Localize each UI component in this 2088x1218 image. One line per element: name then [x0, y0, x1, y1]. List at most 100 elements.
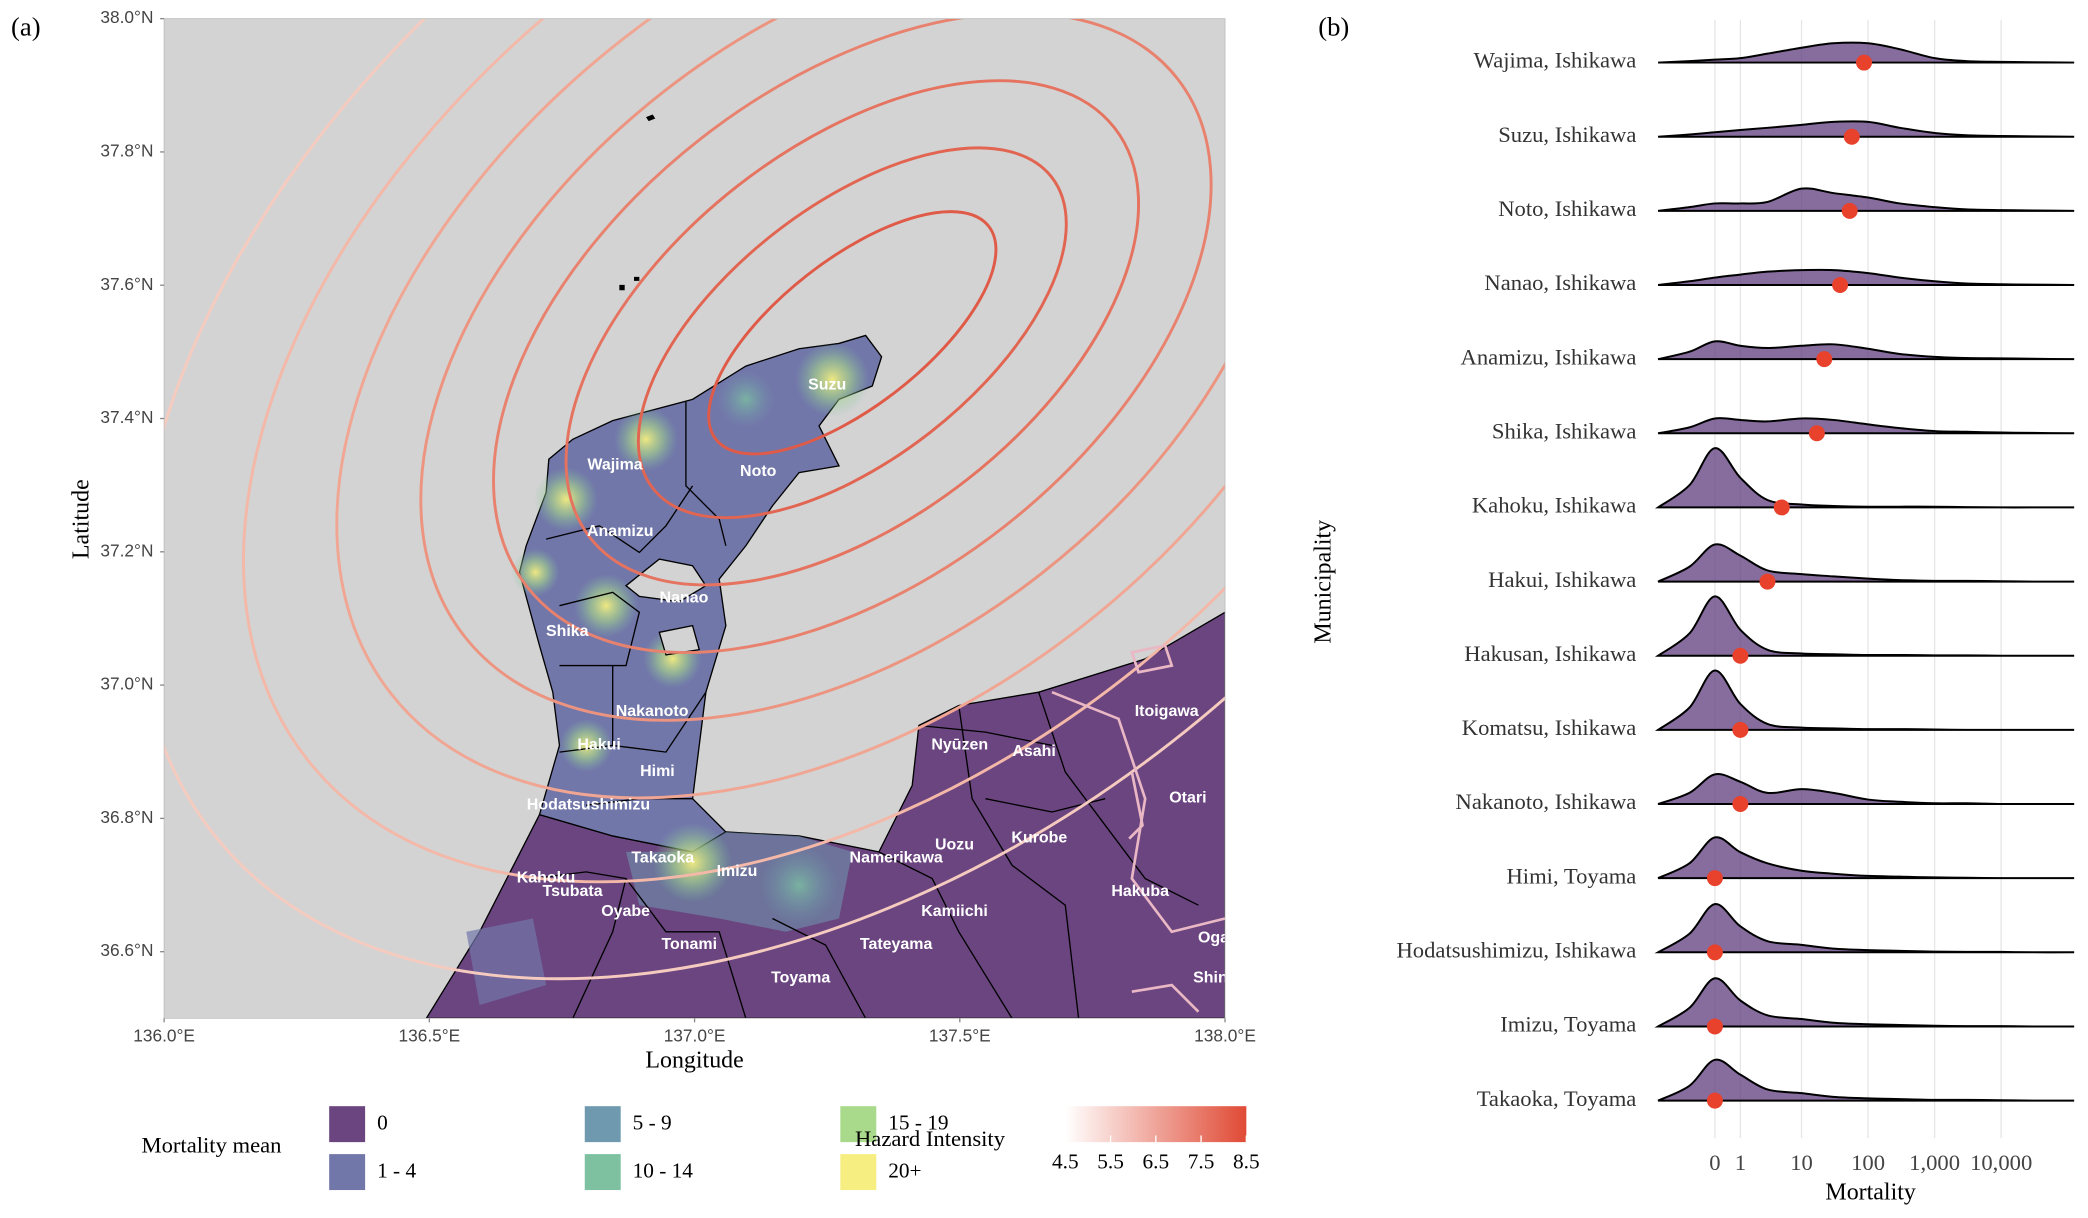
place-label: Shika: [546, 623, 589, 640]
y-tick-label: Nakanoto, Ishikawa: [1456, 789, 1637, 814]
hotspot: [574, 573, 638, 638]
place-label: Kurobe: [1011, 830, 1067, 847]
place-label: Suzu: [808, 376, 846, 393]
y-tick-label: Anamizu, Ishikawa: [1461, 344, 1637, 369]
density-ridge: [1658, 120, 2075, 138]
x-tick-label: 0: [1709, 1150, 1720, 1175]
legend-title: Hazard Intensity: [855, 1126, 1006, 1151]
x-tick-label: 136.5°E: [398, 1026, 460, 1046]
boundaries: [532, 402, 1199, 1019]
y-tick-label: 38.0°N: [100, 7, 153, 27]
place-label: Imizu: [717, 863, 758, 880]
hotspot: [795, 342, 870, 417]
legend-label: 5 - 9: [633, 1111, 672, 1135]
y-tick-label: 37.2°N: [100, 540, 153, 560]
hazard-contours: [164, 18, 1226, 981]
place-label: Uozu: [935, 836, 974, 853]
mean-point: [1732, 796, 1749, 812]
place-label: Anamizu: [587, 523, 654, 540]
y-tick-label: Himi, Toyama: [1506, 863, 1636, 888]
y-axis-label: Latitude: [68, 479, 94, 559]
place-label: Nyūzen: [931, 736, 988, 753]
hotspot: [652, 822, 733, 903]
y-tick-label: Imizu, Toyama: [1500, 1012, 1636, 1037]
legend-title: Mortality mean: [141, 1133, 281, 1158]
legend-swatch: [329, 1154, 366, 1191]
y-tick-label: Hakui, Ishikawa: [1488, 567, 1636, 592]
mean-point: [1856, 54, 1873, 71]
x-axis-label: Mortality: [1825, 1180, 1916, 1206]
mean-point: [1732, 647, 1749, 664]
place-label: Itoigawa: [1135, 703, 1199, 720]
legend-swatch: [584, 1106, 621, 1143]
mortality-zone: [466, 918, 547, 1006]
place-label: Tsubata: [543, 883, 603, 900]
place-label: Wajima: [587, 456, 642, 473]
mean-point: [1732, 721, 1749, 738]
mean-point: [1832, 277, 1849, 293]
x-tick-label: 10,000: [1970, 1150, 2032, 1175]
x-tick-label: 137.5°E: [929, 1026, 991, 1046]
y-tick-label: 36.6°N: [100, 940, 153, 960]
legend-label: 1 - 4: [377, 1159, 416, 1183]
place-label: Himi: [640, 763, 675, 780]
mean-point: [1808, 425, 1825, 442]
mean-point: [1816, 351, 1833, 368]
x-tick-label: 1: [1735, 1150, 1746, 1175]
legend-swatch: [840, 1154, 877, 1191]
y-tick-label: 37.8°N: [100, 140, 153, 160]
place-label: Hakuba: [1111, 883, 1169, 900]
y-tick-label: Shika, Ishikawa: [1492, 418, 1636, 443]
colorbar-label: 4.5: [1052, 1149, 1079, 1173]
place-label: Namerikawa: [850, 850, 943, 867]
mean-point: [1706, 870, 1723, 887]
density-ridge: [1657, 187, 2075, 212]
legend-label: 0: [377, 1111, 388, 1135]
density-ridge: [1654, 977, 2075, 1028]
mean-point: [1843, 128, 1860, 145]
density-ridge: [1657, 340, 2075, 361]
place-label: Toyama: [771, 970, 830, 987]
hotspot: [559, 718, 613, 773]
place-label: Oyabe: [601, 903, 650, 920]
density-ridge: [1657, 268, 2075, 286]
x-tick-label: 100: [1851, 1150, 1885, 1175]
y-tick-label: 37.0°N: [100, 674, 153, 694]
x-axis-label: Longitude: [645, 1048, 743, 1074]
x-tick-label: 10: [1790, 1150, 1813, 1175]
legend-label: 20+: [888, 1159, 921, 1183]
y-tick-label: 37.6°N: [100, 274, 153, 294]
mean-point: [1706, 1092, 1723, 1109]
hotspot: [716, 370, 776, 429]
colorbar-label: 8.5: [1233, 1149, 1260, 1173]
density-ridge: [1658, 41, 2075, 64]
place-label: Tateyama: [860, 936, 933, 953]
y-tick-label: 37.4°N: [100, 407, 153, 427]
colorbar-label: 5.5: [1097, 1149, 1124, 1173]
x-tick-label: 138.0°E: [1194, 1026, 1256, 1046]
x-tick-label: 136.0°E: [133, 1026, 195, 1046]
density-ridge: [1657, 543, 2075, 583]
y-tick-label: Hakusan, Ishikawa: [1464, 641, 1636, 666]
place-label: Tonami: [661, 936, 717, 953]
legend-swatch: [840, 1106, 877, 1143]
legend-label: 10 - 14: [633, 1159, 694, 1183]
place-label: Ogaw: [1198, 930, 1242, 947]
mean-point: [1773, 499, 1790, 516]
y-tick-label: Nanao, Ishikawa: [1484, 270, 1636, 295]
y-tick-label: Kahoku, Ishikawa: [1472, 493, 1637, 518]
density-ridge: [1654, 447, 2075, 509]
hotspot: [614, 407, 678, 472]
mean-point: [1841, 202, 1858, 219]
y-tick-label: Wajima, Ishikawa: [1474, 48, 1637, 73]
place-label: Kamiichi: [921, 903, 988, 920]
density-ridge: [1654, 595, 2075, 657]
place-label: Hakui: [577, 736, 620, 753]
colorbar-label: 6.5: [1143, 1149, 1170, 1173]
density-ridge: [1657, 773, 2075, 806]
colorbar-label: 7.5: [1188, 1149, 1215, 1173]
legend-swatch: [584, 1154, 621, 1191]
place-label: Nakanoto: [616, 703, 689, 720]
place-label: Kahoku: [517, 870, 576, 887]
